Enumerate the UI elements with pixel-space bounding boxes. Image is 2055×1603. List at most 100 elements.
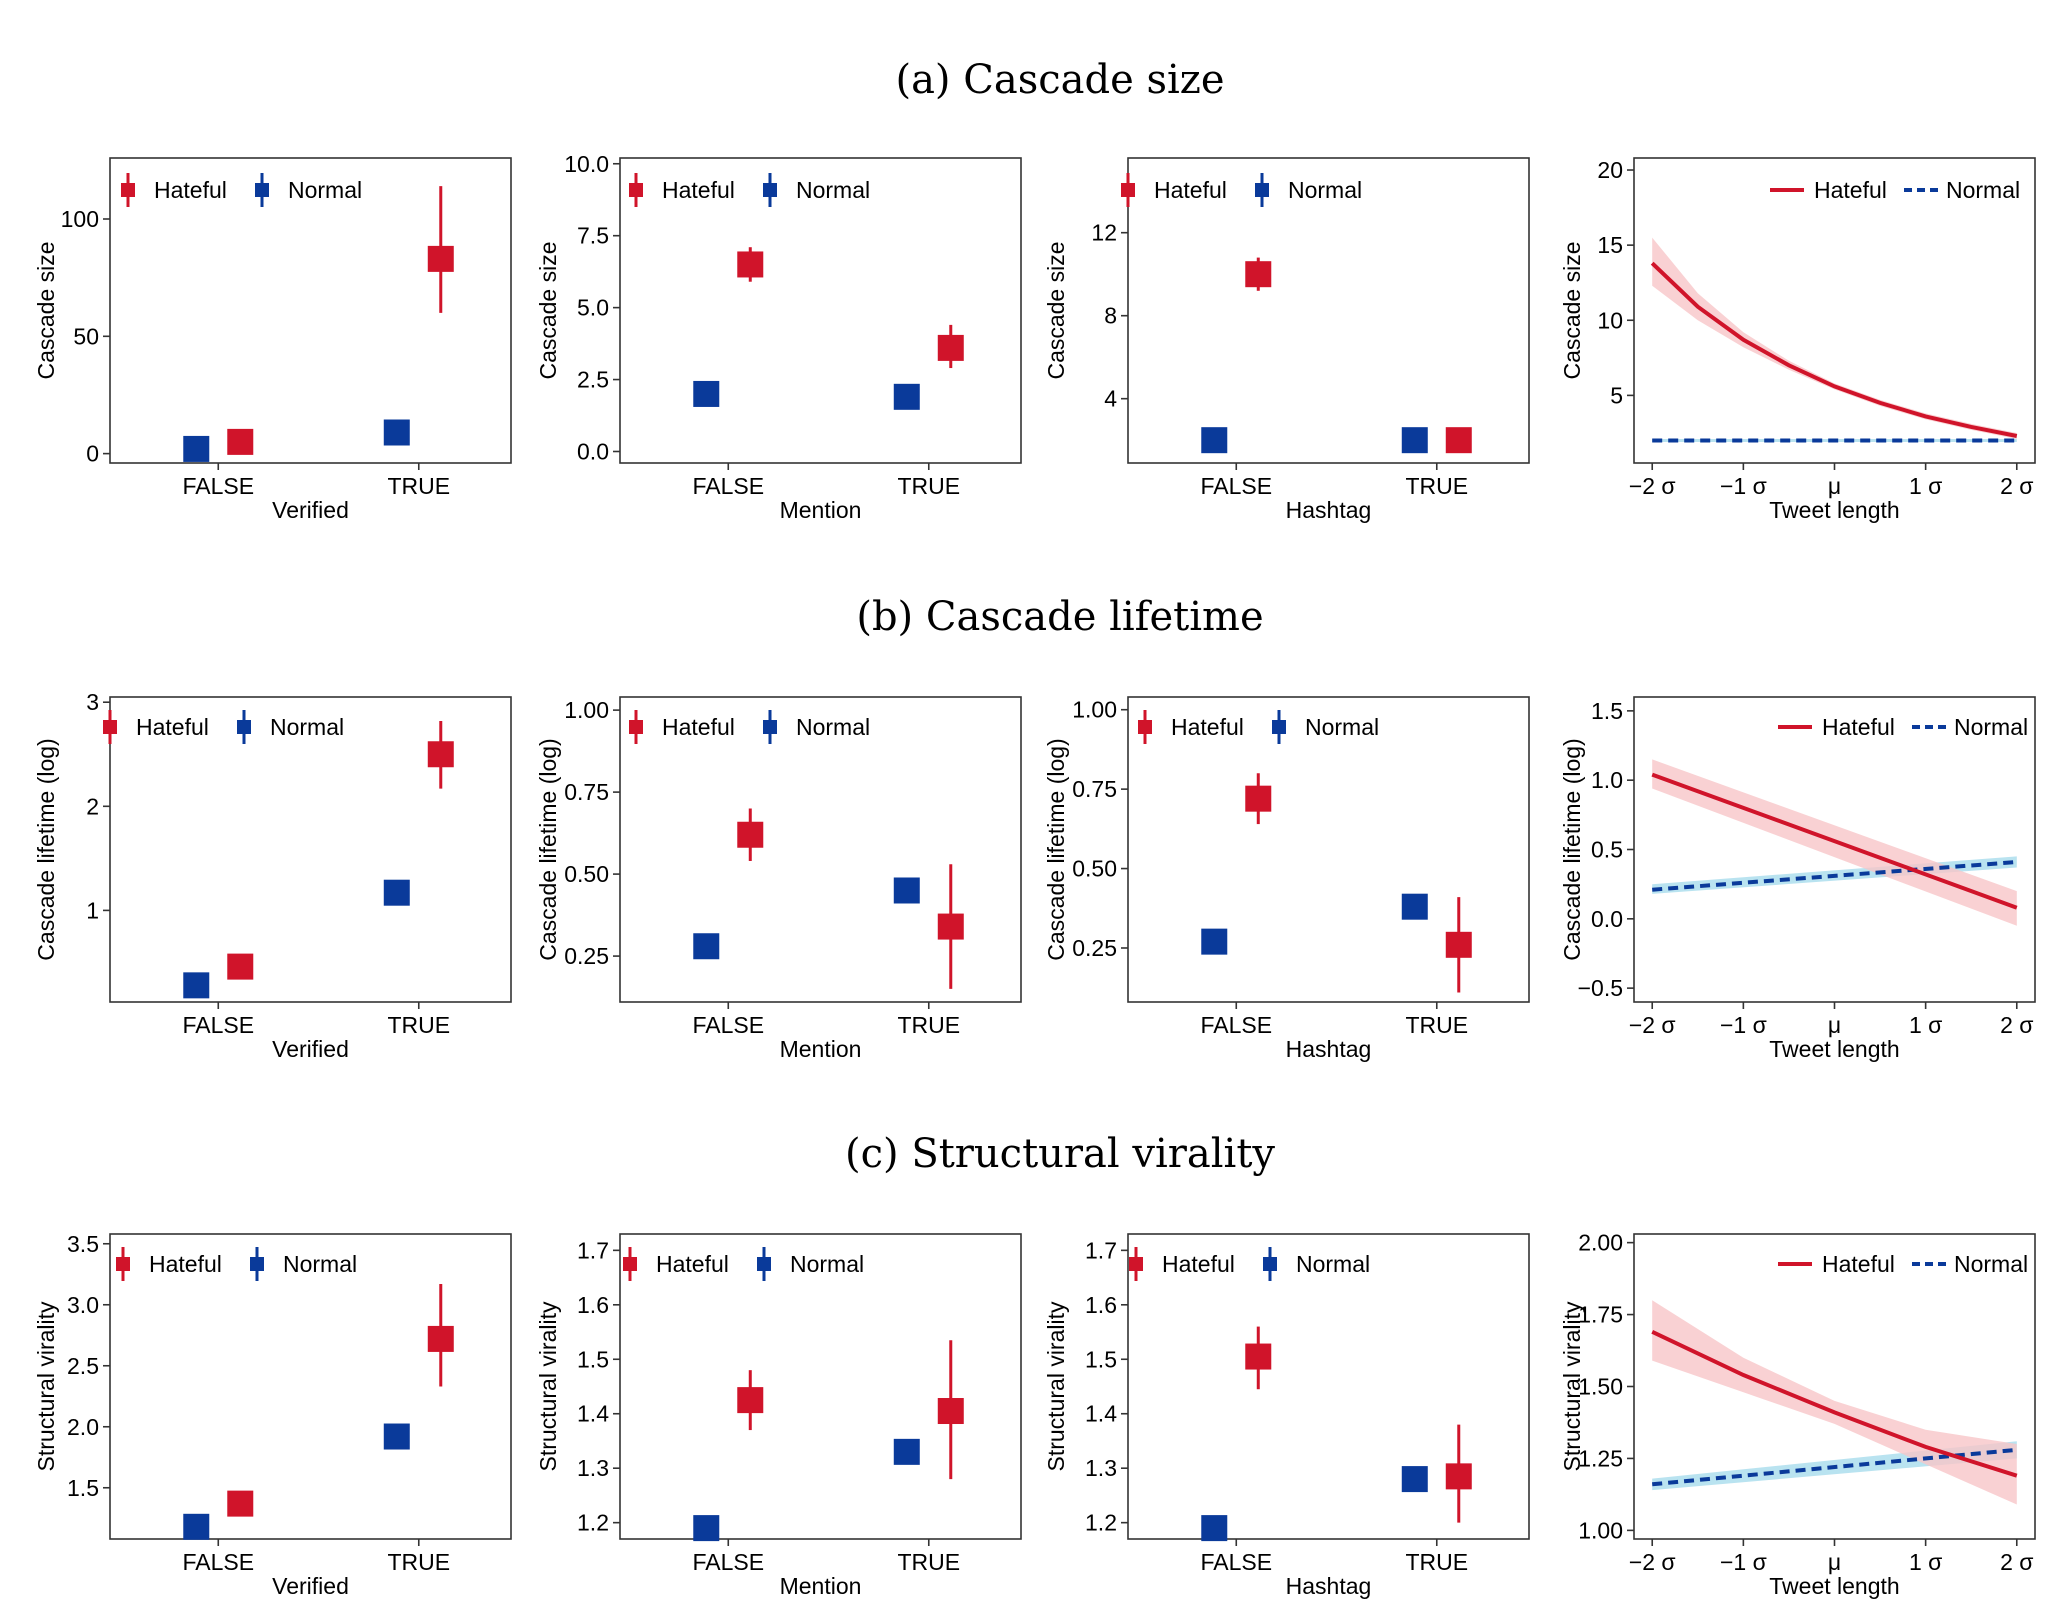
normal-legend-key xyxy=(1272,720,1286,734)
hateful-legend-key xyxy=(121,183,135,197)
panel-2-3: 1.00 1.25 1.50 1.75 2.00 −2 σ −1 σ μ 1 σ 2 σ Tweet… xyxy=(1559,1230,2036,1599)
y-tick-label: 2.00 xyxy=(1578,1230,1623,1256)
x-tick-label: TRUE xyxy=(897,473,960,499)
normal-legend-key xyxy=(763,183,777,197)
normal-point xyxy=(893,877,920,904)
hateful-point xyxy=(1445,427,1472,454)
hateful-legend-label: Hateful xyxy=(1822,714,1895,740)
x-tick-label: TRUE xyxy=(387,473,450,499)
normal-point xyxy=(383,1423,410,1450)
y-tick-label: 1.2 xyxy=(577,1510,609,1536)
hateful-point xyxy=(1445,931,1472,958)
row-titles: (a) Cascade size (b) Cascade lifetime (c… xyxy=(845,57,1275,1177)
hateful-point xyxy=(1445,1463,1472,1490)
y-tick-label: 1.4 xyxy=(577,1401,609,1427)
y-tick-label: 2.5 xyxy=(577,367,609,393)
x-axis-label: Tweet length xyxy=(1769,1573,1899,1599)
hateful-point xyxy=(937,913,964,940)
y-tick-label: 1.00 xyxy=(564,697,609,723)
hateful-point xyxy=(227,428,254,455)
plot-frame xyxy=(619,696,1022,1003)
y-tick-label: 1.6 xyxy=(577,1292,609,1318)
y-tick-label: 0.75 xyxy=(1072,776,1117,802)
x-axis-label: Hashtag xyxy=(1286,1036,1372,1062)
normal-point xyxy=(183,435,210,462)
hateful-legend-key xyxy=(1138,720,1152,734)
y-tick-label: 1 xyxy=(86,897,99,923)
normal-point xyxy=(693,380,720,407)
normal-legend-key xyxy=(250,1257,264,1271)
y-tick-label: 0.25 xyxy=(564,943,609,969)
plot-frame xyxy=(109,157,512,464)
normal-legend-key xyxy=(255,183,269,197)
panel-2-0: 1.5 2.0 2.5 3.0 3.5 FALSE TRUE Verified Structur… xyxy=(33,1231,512,1599)
normal-point xyxy=(693,1515,720,1542)
x-tick-label: TRUE xyxy=(387,1549,450,1575)
hateful-legend-label: Hateful xyxy=(1154,177,1227,203)
normal-point xyxy=(383,419,410,446)
x-tick-label: TRUE xyxy=(897,1012,960,1038)
panel-1-3: −0.5 0.0 0.5 1.0 1.5 −2 σ −1 σ μ 1 σ 2 σ Tweet len… xyxy=(1559,696,2036,1062)
panel-0-2: 4 8 12 FALSE TRUE Hashtag Cascade size Hateful N… xyxy=(1043,157,1530,523)
hateful-legend-key xyxy=(116,1257,130,1271)
y-tick-label: 2 xyxy=(86,793,99,819)
y-tick-label: 1.5 xyxy=(1591,698,1623,724)
normal-point xyxy=(383,879,410,906)
hateful-legend-key xyxy=(1129,1257,1143,1271)
x-tick-label: −1 σ xyxy=(1720,1549,1767,1575)
y-tick-label: 1.7 xyxy=(1085,1237,1117,1263)
normal-legend-label: Normal xyxy=(270,714,344,740)
hateful-legend-key xyxy=(629,183,643,197)
normal-legend-label: Normal xyxy=(1305,714,1379,740)
hateful-ci-band xyxy=(1652,1300,2017,1505)
y-tick-label: 10 xyxy=(1597,307,1623,333)
y-tick-label: 1.6 xyxy=(1085,1292,1117,1318)
panel-0-1: 0.0 2.5 5.0 7.5 10.0 FALSE TRUE Mention Cascade … xyxy=(535,151,1022,523)
x-tick-label: TRUE xyxy=(1405,473,1468,499)
hateful-point xyxy=(427,1325,454,1352)
normal-point xyxy=(693,933,720,960)
y-tick-label: 1.75 xyxy=(1578,1302,1623,1328)
hateful-legend-label: Hateful xyxy=(1162,1251,1235,1277)
hateful-legend-label: Hateful xyxy=(656,1251,729,1277)
x-tick-label: 2 σ xyxy=(2000,1549,2033,1575)
x-axis-label: Tweet length xyxy=(1769,497,1899,523)
normal-line xyxy=(1652,860,2017,892)
y-tick-label: 1.3 xyxy=(577,1455,609,1481)
normal-legend-label: Normal xyxy=(1296,1251,1370,1277)
x-tick-label: FALSE xyxy=(692,1549,764,1575)
x-tick-label: 2 σ xyxy=(2000,1012,2033,1038)
y-tick-label: 4 xyxy=(1104,386,1117,412)
y-tick-label: 15 xyxy=(1597,232,1623,258)
y-axis-label: Structural virality xyxy=(535,1301,561,1471)
hateful-legend-label: Hateful xyxy=(149,1251,222,1277)
normal-legend-label: Normal xyxy=(1954,714,2028,740)
y-axis-label: Structural virality xyxy=(33,1301,59,1471)
plot-frame xyxy=(1127,1233,1530,1540)
x-axis-label: Hashtag xyxy=(1286,1573,1372,1599)
y-tick-label: 2.5 xyxy=(67,1353,99,1379)
y-tick-label: 0.50 xyxy=(564,861,609,887)
y-axis-label: Structural virality xyxy=(1043,1301,1069,1471)
x-tick-label: 1 σ xyxy=(1909,1012,1942,1038)
y-axis-label: Cascade size xyxy=(1559,241,1585,379)
normal-point xyxy=(183,1513,210,1540)
normal-legend-label: Normal xyxy=(1288,177,1362,203)
y-axis-label: Cascade lifetime (log) xyxy=(1043,738,1069,960)
hateful-point xyxy=(937,334,964,361)
y-axis-label: Cascade size xyxy=(1043,241,1069,379)
x-tick-label: −1 σ xyxy=(1720,473,1767,499)
plot-frame xyxy=(109,1233,512,1540)
y-tick-label: 3 xyxy=(86,689,99,715)
normal-point xyxy=(1201,427,1228,454)
hateful-line xyxy=(1651,772,2018,910)
normal-legend-key xyxy=(763,720,777,734)
y-tick-label: 0.25 xyxy=(1072,935,1117,961)
x-tick-label: TRUE xyxy=(897,1549,960,1575)
row-title-b: (b) Cascade lifetime xyxy=(856,594,1263,640)
normal-legend-key xyxy=(237,720,251,734)
y-axis-label: Structural virality xyxy=(1559,1301,1585,1471)
x-axis-label: Tweet length xyxy=(1769,1036,1899,1062)
normal-legend-label: Normal xyxy=(1946,177,2020,203)
y-tick-label: 0 xyxy=(86,441,99,467)
